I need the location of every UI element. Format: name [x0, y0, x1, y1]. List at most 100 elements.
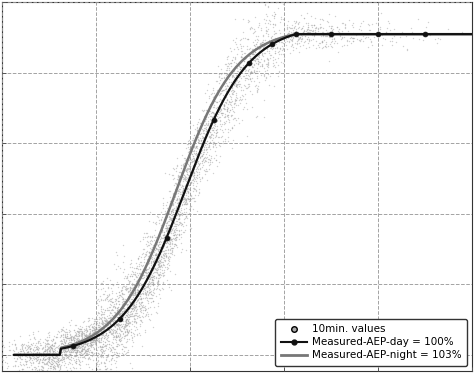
Point [168, 236, 175, 242]
Point [262, 24, 270, 30]
Point [113, 326, 121, 332]
Point [96, 339, 104, 345]
Point [191, 186, 199, 192]
Point [325, 58, 332, 64]
Point [79, 330, 87, 336]
Point [200, 134, 207, 140]
Point [186, 137, 193, 142]
Point [161, 264, 169, 270]
Point [93, 366, 100, 372]
Point [125, 285, 132, 291]
Point [56, 349, 64, 355]
Point [178, 194, 186, 200]
Point [69, 341, 76, 347]
Point [166, 243, 173, 249]
Point [177, 249, 184, 255]
Point [191, 185, 198, 191]
Point [172, 242, 179, 248]
Point [172, 165, 180, 171]
Point [176, 179, 184, 185]
Point [64, 340, 72, 346]
Point [236, 59, 243, 65]
Point [138, 304, 146, 310]
Point [388, 38, 395, 44]
Point [11, 358, 19, 364]
Point [171, 223, 179, 229]
Point [205, 108, 212, 114]
Point [49, 348, 57, 354]
Point [17, 348, 24, 354]
Point [248, 64, 256, 70]
Point [75, 361, 83, 367]
Point [183, 216, 191, 222]
Point [174, 205, 182, 211]
Point [82, 331, 90, 337]
Point [74, 331, 82, 337]
Point [176, 169, 183, 175]
Point [227, 81, 234, 87]
Point [128, 305, 135, 311]
Point [206, 120, 214, 126]
Point [146, 289, 154, 295]
Point [264, 60, 272, 66]
Point [350, 38, 357, 44]
Point [173, 209, 180, 215]
Point [229, 91, 237, 97]
Point [181, 197, 189, 203]
Point [171, 207, 179, 213]
Point [141, 289, 148, 295]
Point [222, 60, 230, 66]
Point [66, 351, 74, 357]
Point [129, 301, 137, 307]
Point [69, 341, 76, 347]
Point [204, 144, 211, 150]
Point [148, 275, 156, 280]
Point [173, 197, 180, 203]
Point [142, 291, 149, 297]
Point [193, 172, 201, 178]
Point [212, 157, 219, 163]
Point [130, 315, 138, 321]
Point [361, 35, 369, 41]
Point [34, 343, 41, 349]
Point [41, 356, 48, 362]
Point [171, 241, 179, 247]
Point [31, 364, 39, 370]
Point [201, 136, 208, 142]
Point [73, 358, 80, 364]
Point [144, 289, 151, 295]
Point [164, 260, 171, 266]
Point [142, 260, 150, 266]
Point [228, 125, 236, 131]
Point [157, 244, 165, 250]
Point [45, 337, 52, 343]
Point [305, 29, 312, 35]
Point [35, 338, 42, 344]
Point [197, 120, 204, 126]
Point [113, 343, 120, 349]
Point [171, 215, 178, 221]
Point [169, 214, 176, 220]
Point [86, 343, 94, 349]
Point [97, 324, 105, 330]
Point [133, 326, 140, 332]
Point [214, 78, 221, 84]
Point [198, 126, 206, 132]
Point [81, 330, 88, 336]
Point [35, 367, 43, 373]
Point [226, 65, 233, 70]
Point [118, 304, 126, 310]
Point [57, 341, 64, 347]
Point [202, 133, 210, 139]
Point [60, 338, 67, 344]
Point [40, 354, 47, 360]
Point [75, 340, 83, 346]
Point [288, 38, 296, 44]
Point [191, 186, 198, 192]
Point [179, 178, 187, 184]
Point [179, 197, 186, 203]
Point [220, 70, 228, 76]
Point [85, 335, 92, 341]
Point [171, 229, 179, 235]
Point [141, 233, 149, 239]
